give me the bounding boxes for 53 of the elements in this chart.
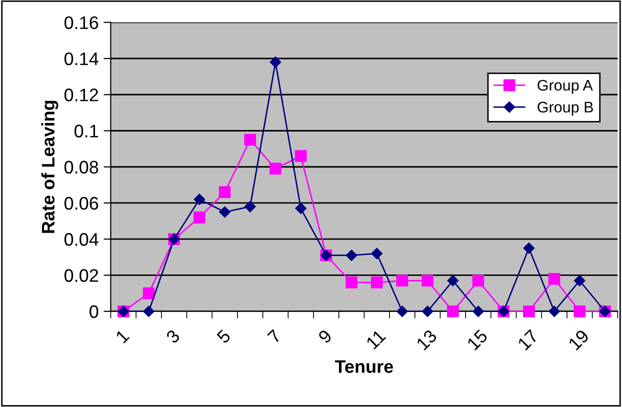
point [396, 306, 408, 317]
point [244, 200, 256, 212]
point [574, 275, 586, 286]
point [548, 306, 560, 317]
x-tick-label: 5 [216, 329, 232, 344]
legend-label: Group A [538, 80, 593, 94]
point [270, 56, 282, 68]
y-axis-title: Rate of Leaving [41, 100, 58, 233]
legend-label: Group B [538, 102, 593, 116]
x-tick-label: 17 [517, 329, 539, 350]
point [218, 186, 231, 198]
x-axis-title: Tenure [334, 360, 393, 373]
point [244, 134, 256, 146]
x-tick-label: 1 [115, 329, 130, 344]
point [396, 274, 408, 287]
point [295, 202, 306, 214]
point [219, 206, 230, 218]
point [346, 250, 358, 261]
x-tick-label: 15 [466, 329, 488, 351]
y-tick-label: 0.16 [64, 16, 98, 30]
y-tick-label: 0 [90, 305, 98, 318]
x-tick-label: 13 [416, 328, 438, 351]
point [548, 272, 560, 285]
point [574, 305, 586, 318]
y-tick-label: 0.04 [64, 233, 98, 246]
x-tick-label: 9 [318, 328, 333, 344]
point [523, 242, 535, 254]
point [472, 274, 484, 287]
y-tick-label: 0.14 [64, 52, 98, 66]
point [446, 305, 459, 318]
x-tick-label: 11 [366, 329, 386, 350]
point [370, 276, 383, 288]
point [270, 162, 282, 175]
point [447, 275, 458, 286]
y-tick-label: 0.06 [64, 196, 98, 210]
point [142, 287, 155, 300]
point [472, 306, 484, 317]
y-tick-label: 0.08 [64, 160, 98, 174]
point [523, 305, 535, 318]
point [346, 276, 358, 288]
point [194, 212, 206, 224]
x-tick-label: 3 [165, 328, 180, 344]
point [143, 306, 154, 317]
point [371, 248, 382, 260]
x-tick-label: 7 [267, 329, 282, 344]
y-tick-label: 0.1 [74, 124, 98, 138]
x-tick-label: 19 [568, 328, 590, 351]
point [422, 274, 434, 287]
point [422, 306, 434, 317]
point [194, 194, 206, 205]
point [294, 150, 307, 162]
y-tick-label: 0.12 [64, 88, 98, 102]
y-tick-label: 0.02 [64, 269, 98, 282]
